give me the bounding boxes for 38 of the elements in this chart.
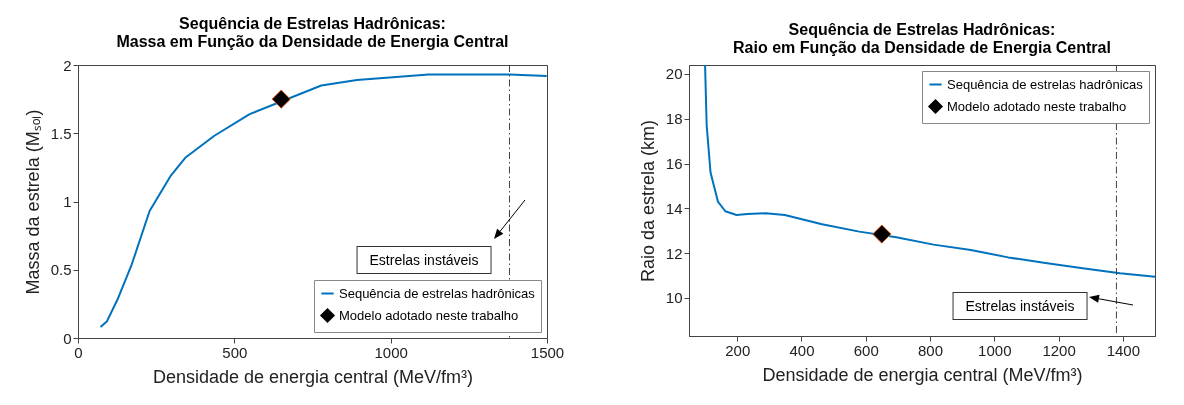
y-tick-label: 2 (63, 56, 72, 74)
y-tick-label: 0.5 (50, 261, 72, 279)
annotation: Estrelas instáveis (356, 246, 492, 274)
y-tick-label: 10 (665, 289, 683, 307)
y-tick-label: 1.5 (50, 124, 72, 142)
y-axis-title: Massa da estrela (Mₛₒₗ) (22, 109, 43, 295)
annotation: Estrelas instáveis (952, 292, 1088, 320)
x-tick-label: 1200 (1042, 341, 1076, 359)
y-tick-label: 16 (665, 155, 683, 173)
chart-subtitle: Massa em Função da Densidade de Energia Central (116, 33, 509, 50)
x-axis-title: Densidade de energia central (MeV/fm³) (152, 366, 474, 387)
chart-title: Sequência de Estrelas Hadrônicas: (788, 21, 1056, 38)
x-tick-label: 600 (853, 341, 879, 359)
chart-title: Sequência de Estrelas Hadrônicas: (179, 15, 446, 32)
y-tick-label: 18 (665, 110, 683, 128)
legend-label: Sequência de estrelas hadrônicas (339, 285, 536, 301)
x-tick-label: 500 (222, 343, 248, 361)
y-tick-label: 1 (63, 193, 72, 210)
x-tick-label: 400 (789, 341, 815, 359)
line-series (704, 64, 1156, 278)
x-tick-label: 1500 (530, 343, 565, 361)
x-axis-title: Densidade de energia central (MeV/fm³) (762, 364, 1083, 385)
y-tick-label: 20 (665, 65, 683, 83)
y-tick-label: 14 (665, 199, 683, 217)
x-tick-label: 200 (725, 341, 751, 359)
legend-label: Sequência de estrelas hadrônicas (947, 76, 1144, 92)
x-tick-label: 1000 (374, 343, 408, 361)
x-tick-label: 800 (918, 341, 944, 359)
x-tick-label: 1400 (1106, 341, 1141, 359)
y-tick-label: 0 (63, 329, 72, 347)
x-tick-label: 0 (74, 343, 83, 361)
x-tick-label: 1000 (978, 341, 1012, 359)
line-series (99, 73, 548, 329)
legend-label: Modelo adotado neste trabalho (339, 307, 519, 323)
y-tick-label: 12 (665, 244, 683, 262)
y-axis-title: Raio da estrela (km) (637, 119, 658, 283)
legend-label: Modelo adotado neste trabalho (947, 98, 1127, 114)
chart-subtitle: Raio em Função da Densidade de Energia Central (733, 39, 1111, 56)
